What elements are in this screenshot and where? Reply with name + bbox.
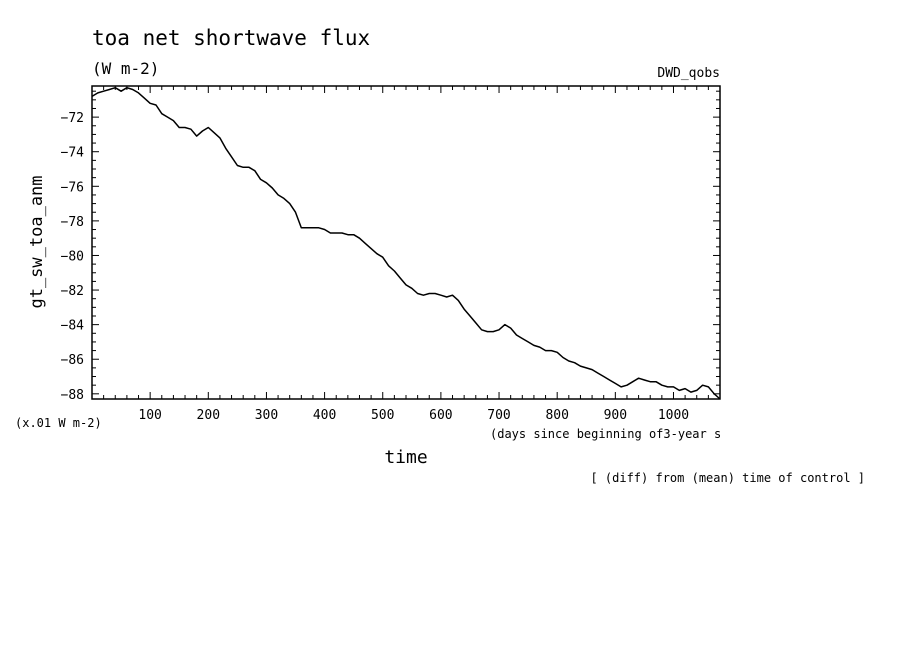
x-tick-label: 600 — [429, 408, 452, 423]
x-tick-label: 800 — [545, 408, 568, 423]
y-tick-label: −86 — [61, 353, 84, 368]
plot-frame — [91, 85, 721, 400]
x-tick-label: 400 — [313, 408, 336, 423]
units-label: (W m-2) — [92, 59, 159, 78]
x-tick-label: 500 — [371, 408, 394, 423]
x-tick-label: 100 — [138, 408, 161, 423]
footer-note: [ (diff) from (mean) time of control ] — [590, 471, 865, 485]
y-tick-label: −78 — [61, 215, 84, 230]
x-tick-label: 300 — [255, 408, 278, 423]
y-tick-label: −74 — [61, 146, 85, 161]
y-tick-label: −84 — [61, 319, 85, 334]
y-tick-label: −80 — [61, 249, 84, 264]
y-axis-label: gt_sw_toa_anm — [27, 175, 47, 308]
x-tick-label: 700 — [487, 408, 510, 423]
source-label: DWD_qobs — [657, 66, 720, 81]
x-tick-labels: 100 200 300 400 500 600 700 800 900 1000 — [138, 408, 689, 423]
y-tick-label: −72 — [61, 111, 84, 126]
x-tick-label: 200 — [197, 408, 220, 423]
y-tick-labels: −72 −74 −76 −78 −80 −82 −84 −86 −88 — [61, 111, 85, 403]
x-tick-label: 900 — [604, 408, 627, 423]
x-axis-label: time — [384, 447, 427, 468]
y-tick-label: −76 — [61, 180, 84, 195]
y-tick-label: −82 — [61, 284, 84, 299]
x-tick-label: 1000 — [658, 408, 689, 423]
y-tick-label: −88 — [61, 388, 84, 403]
chart-title: toa net shortwave flux — [92, 26, 370, 50]
x-axis-note: (days since beginning of3-year s — [490, 427, 721, 441]
scale-note: (x.01 W m-2) — [15, 416, 102, 430]
axis-ticks — [92, 86, 720, 399]
series-line — [91, 86, 721, 400]
